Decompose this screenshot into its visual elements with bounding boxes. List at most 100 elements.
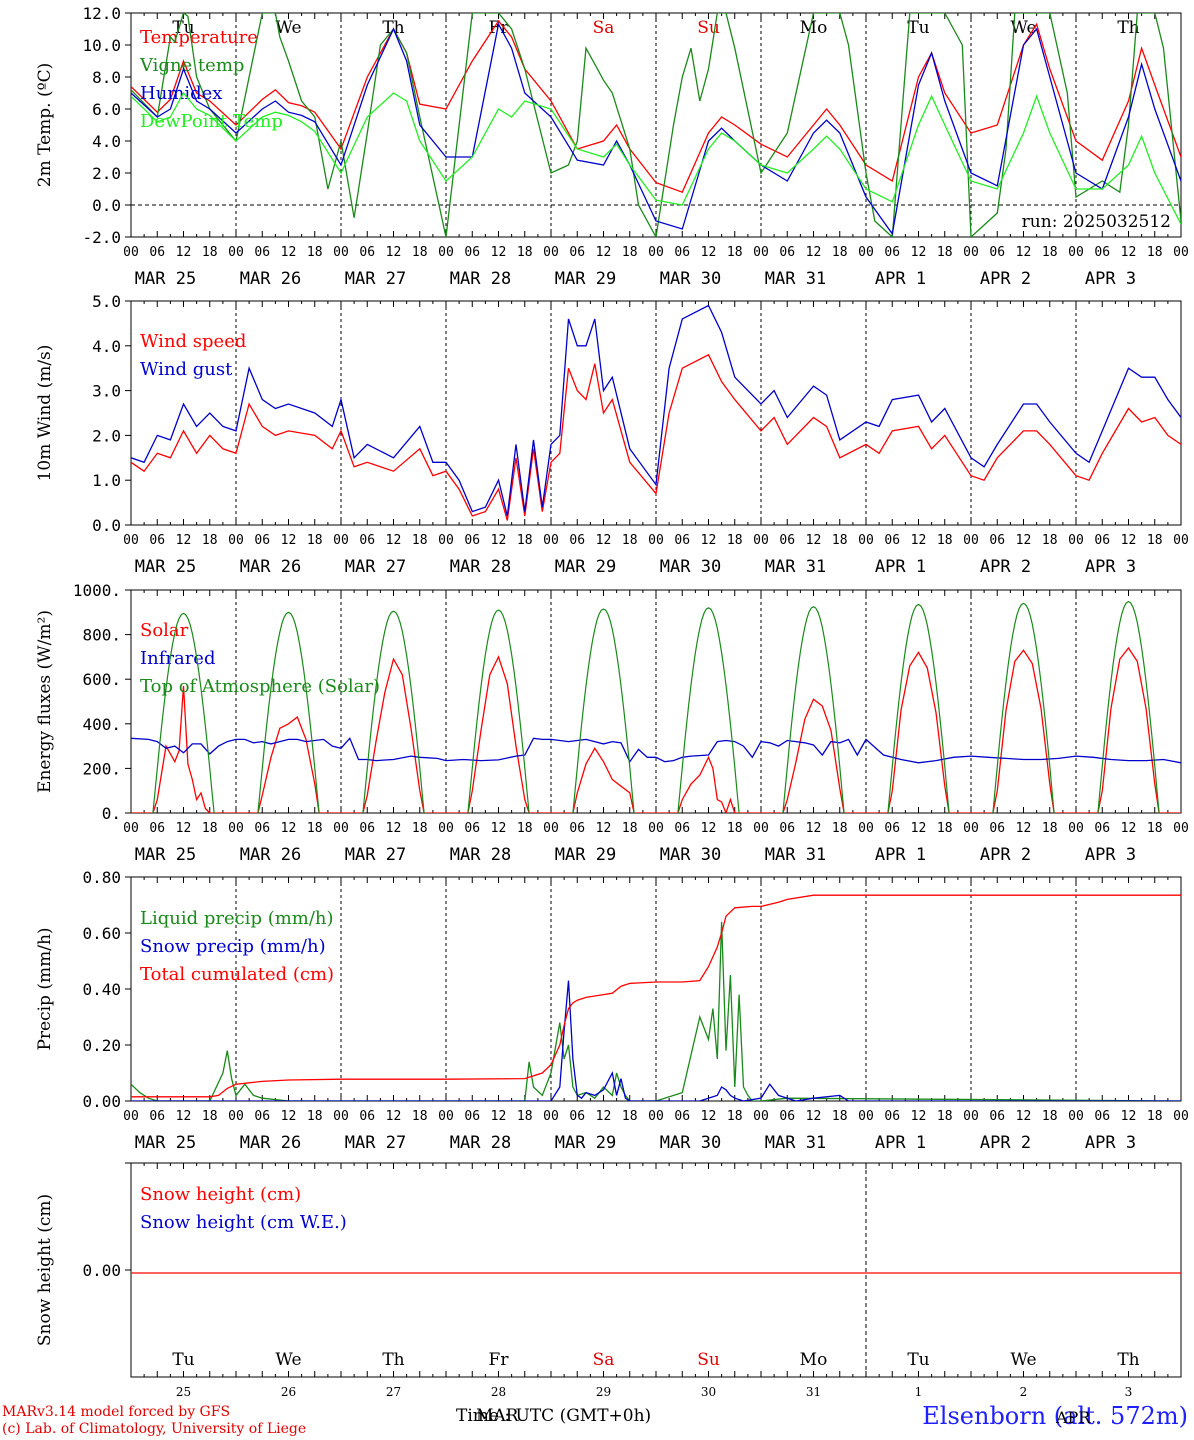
hour-tick-label: 00 [963,533,979,548]
hour-tick-label: 06 [569,533,585,548]
y-tick-label: 5.0 [92,292,121,311]
hour-tick-label: 12 [806,821,822,836]
hour-tick-label: 12 [491,821,507,836]
y-tick-label: 0. [102,804,121,823]
hour-tick-label: 00 [543,821,559,836]
weekday-label: Sa [593,1350,615,1370]
date-label: MAR 25 [135,845,196,865]
date-label: MAR 26 [240,557,301,577]
hour-tick-label: 12 [281,533,297,548]
legend-entry: DewPoint Temp [140,111,283,132]
hour-tick-label: 12 [806,245,822,260]
hour-tick-label: 06 [1094,1109,1110,1124]
day-number-label: 28 [491,1385,506,1399]
hour-tick-label: 18 [622,1109,638,1124]
series-toa-solar-arch [572,608,635,813]
series-infrared [131,737,1181,764]
y-axis-title: 2m Temp. (ºC) [35,63,55,188]
hour-tick-label: 00 [1068,1109,1084,1124]
hour-tick-label: 06 [464,533,480,548]
hour-tick-label: 00 [228,821,244,836]
hour-tick-label: 18 [727,245,743,260]
hour-tick-label: 12 [596,245,612,260]
day-number-label: 25 [176,1385,191,1399]
hour-tick-label: 00 [1068,533,1084,548]
weekday-label: We [275,1350,301,1370]
day-number-label: 1 [915,1385,923,1399]
legend-entry: Infrared [140,648,215,669]
hour-tick-label: 12 [701,1109,717,1124]
hour-tick-label: 18 [412,1109,428,1124]
date-label: MAR 29 [555,269,616,289]
hour-tick-label: 00 [1173,821,1189,836]
date-label: APR 1 [875,269,926,289]
hour-tick-label: 06 [1094,245,1110,260]
hour-tick-label: 18 [832,533,848,548]
hour-tick-label: 12 [281,821,297,836]
weekday-label: We [1010,18,1036,38]
date-label: APR 2 [980,845,1031,865]
hour-tick-label: 00 [1173,533,1189,548]
run-annotation: run: 2025032512 [1022,212,1171,232]
hour-tick-label: 18 [202,821,218,836]
hour-tick-label: 06 [254,1109,270,1124]
series-wind-gust [131,304,1181,517]
hour-tick-label: 00 [1173,1109,1189,1124]
hour-tick-label: 00 [753,821,769,836]
hour-tick-label: 12 [806,533,822,548]
hour-tick-label: 06 [1094,533,1110,548]
hour-tick-label: 12 [281,1109,297,1124]
y-tick-label: -2.0 [82,228,121,247]
y-tick-label: 0.40 [82,980,121,999]
hour-tick-label: 12 [596,533,612,548]
date-label: MAR 28 [450,1133,511,1153]
legend-entry: Wind gust [140,359,233,380]
hour-tick-label: 00 [438,821,454,836]
y-tick-label: 0.80 [82,868,121,887]
hour-tick-label: 18 [937,533,953,548]
hour-tick-label: 06 [674,1109,690,1124]
date-label: MAR 29 [555,1133,616,1153]
hour-tick-label: 18 [517,533,533,548]
legend-entry: Liquid precip (mm/h) [140,908,334,929]
y-tick-label: 600. [82,670,121,689]
weekday-label: Su [697,1350,720,1370]
hour-tick-label: 00 [753,533,769,548]
hour-tick-label: 06 [569,245,585,260]
hour-tick-label: 12 [176,1109,192,1124]
hour-tick-label: 06 [149,821,165,836]
hour-tick-label: 12 [491,1109,507,1124]
hour-tick-label: 00 [228,1109,244,1124]
hour-tick-label: 12 [281,245,297,260]
legend-entry: Snow height (cm W.E.) [140,1212,347,1233]
hour-tick-label: 00 [753,245,769,260]
date-label: APR 1 [875,557,926,577]
hour-tick-label: 06 [884,1109,900,1124]
hour-tick-label: 00 [1068,821,1084,836]
date-label: APR 1 [875,845,926,865]
day-number-label: 2 [1020,1385,1028,1399]
legend-entry: Snow height (cm) [140,1184,301,1205]
hour-tick-label: 18 [1147,1109,1163,1124]
hour-tick-label: 18 [937,821,953,836]
hour-tick-label: 00 [543,533,559,548]
date-label: APR 1 [875,1133,926,1153]
weekday-label: Th [1117,18,1139,38]
y-tick-label: 0.00 [82,1261,121,1280]
date-label: MAR 27 [345,269,406,289]
weekday-label: Fr [489,1350,510,1370]
date-label: MAR 26 [240,845,301,865]
model-credit-line: MARv3.14 model forced by GFS [2,1404,231,1420]
hour-tick-label: 18 [307,1109,323,1124]
hour-tick-label: 18 [517,1109,533,1124]
station-label: Elsenborn (alt. 572m) [922,1402,1188,1430]
y-tick-label: 0.0 [92,516,121,535]
hour-tick-label: 00 [333,245,349,260]
date-label: MAR 27 [345,557,406,577]
series-toa-solar-arch [257,611,320,813]
y-tick-label: 6.0 [92,100,121,119]
hour-tick-label: 06 [674,821,690,836]
y-tick-label: 0.20 [82,1036,121,1055]
hour-tick-label: 00 [648,821,664,836]
time-axis-month-overlap: MAR [476,1406,519,1426]
